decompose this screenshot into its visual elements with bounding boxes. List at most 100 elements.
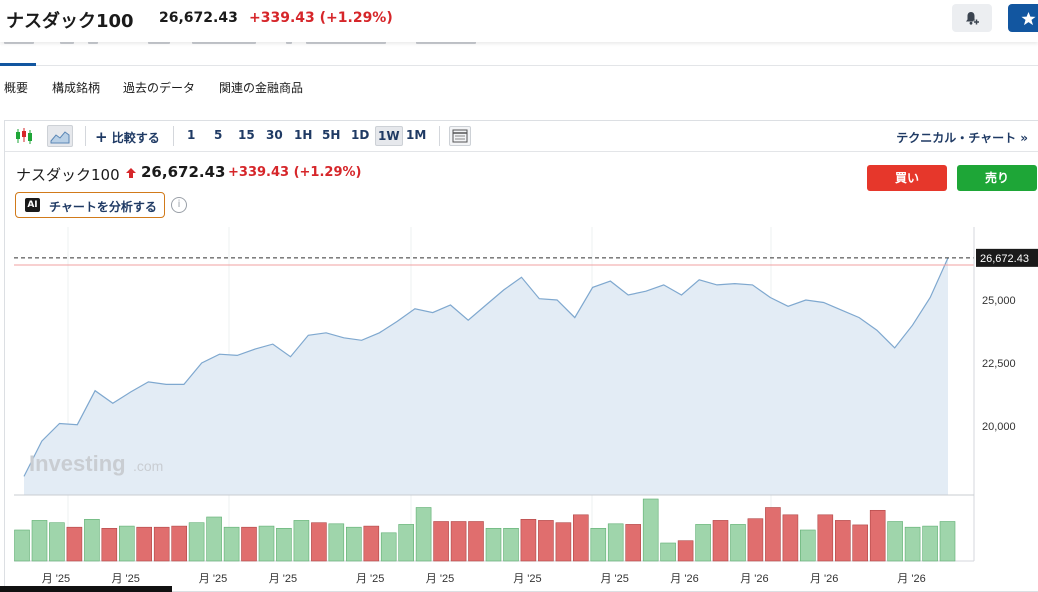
interval-30[interactable]: 30: [266, 128, 283, 142]
investing-watermark-domain: .com: [133, 458, 163, 474]
interval-1w[interactable]: 1W: [375, 126, 403, 146]
chart-change-pct: (+1.29%): [293, 165, 362, 180]
volume-bar: [171, 525, 187, 562]
volume-bar: [765, 507, 781, 562]
interval-1h[interactable]: 1H: [294, 128, 313, 142]
active-tab-indicator: [0, 63, 36, 66]
volume-bar: [345, 526, 362, 562]
y-tick-label: 22,500: [982, 358, 1016, 370]
volume-bar: [538, 520, 554, 562]
volume-bar: [311, 522, 327, 562]
buy-button[interactable]: 買い: [867, 165, 947, 191]
interval-5[interactable]: 5: [214, 128, 223, 142]
current-price-tag-label: 26,672.43: [980, 253, 1029, 265]
volume-bar: [852, 524, 869, 562]
chart-widget: + 比較する 1 5 15 30 1H 5H 1D 1W 1M テクニ: [4, 120, 1038, 592]
volume-bar: [293, 520, 310, 562]
x-tick-label: 月 '25: [42, 573, 70, 585]
price-chart[interactable]: 25,000 22,500 20,000 26,672.43 Investing .com…: [5, 121, 1038, 592]
bell-plus-icon: [966, 12, 980, 25]
volume-bar: [625, 524, 642, 562]
interval-1d[interactable]: 1D: [351, 128, 370, 142]
volume-bar: [834, 520, 851, 562]
volume-bar: [712, 520, 729, 562]
table-icon: [452, 129, 468, 143]
instrument-price: 26,672.43: [159, 10, 238, 26]
x-tick-label: 月 '26: [740, 573, 768, 585]
volume-bar: [380, 532, 397, 562]
chart-instrument-price: 26,672.43: [141, 163, 226, 181]
volume-bar: [84, 518, 100, 562]
sticky-header: ナスダック100 26,672.43 +339.43 (+1.29%): [0, 0, 1038, 42]
y-tick-label: 20,000: [982, 421, 1016, 433]
volume-bar: [503, 527, 519, 562]
star-icon: [1020, 11, 1036, 25]
volume-bar: [799, 529, 816, 562]
volume-bar: [136, 526, 152, 562]
x-tick-label: 月 '25: [112, 573, 140, 585]
chart-toolbar: + 比較する 1 5 15 30 1H 5H 1D 1W 1M テクニ: [5, 121, 1038, 152]
alert-button[interactable]: [952, 4, 992, 32]
x-tick-label: 月 '26: [670, 573, 698, 585]
volume-bar: [642, 498, 659, 562]
price-line: [23, 257, 949, 477]
volume-bar: [520, 518, 537, 562]
info-icon[interactable]: i: [171, 197, 187, 213]
plus-icon: +: [95, 128, 108, 146]
price-area: [24, 257, 948, 495]
volume-bar: [101, 527, 118, 562]
volume-bar: [119, 525, 135, 562]
volume-bar: [607, 523, 624, 562]
scrollbar[interactable]: [0, 586, 172, 592]
volume-bar: [31, 520, 48, 562]
chart-instrument-change: +339.43 (+1.29%): [228, 165, 361, 180]
volume-bar: [887, 521, 903, 562]
compare-label: 比較する: [111, 131, 160, 145]
volume-bar: [153, 526, 170, 562]
chart-instrument-name: ナスダック100: [16, 166, 120, 184]
volume-bar: [433, 521, 449, 562]
area-chart-button[interactable]: [47, 125, 73, 147]
volume-bar: [922, 525, 938, 562]
interval-1[interactable]: 1: [187, 128, 196, 142]
compare-button[interactable]: + 比較する: [95, 128, 160, 146]
volume-bar: [660, 542, 676, 562]
candlestick-icon[interactable]: [14, 127, 34, 145]
instrument-name: ナスダック100: [6, 11, 134, 32]
volume-bar: [66, 526, 83, 562]
interval-5h[interactable]: 5H: [322, 128, 341, 142]
volume-bar: [49, 522, 65, 562]
subtab-historical-data[interactable]: 過去のデータ: [123, 81, 196, 95]
sell-button[interactable]: 売り: [957, 165, 1037, 191]
volume-bar: [572, 514, 589, 562]
volume-bar: [14, 529, 30, 562]
technical-chart-link[interactable]: テクニカル・チャート »: [896, 131, 1028, 145]
volume-bar: [730, 524, 746, 562]
ai-analyze-button[interactable]: AI チャートを分析する: [15, 192, 165, 218]
volume-bar: [485, 527, 502, 562]
instrument-change: +339.43 (+1.29%): [249, 10, 393, 26]
volume-bar: [450, 521, 467, 562]
volume-bar: [747, 518, 764, 562]
up-arrow-icon: [126, 168, 136, 178]
volume-bar: [468, 521, 484, 562]
interval-1m[interactable]: 1M: [406, 128, 427, 142]
chart-change-value: +339.43: [228, 165, 290, 180]
subtab-overview[interactable]: 概要: [4, 81, 29, 95]
watchlist-button[interactable]: [1008, 4, 1038, 32]
volume-bar: [241, 526, 257, 562]
area-chart-icon: [50, 131, 70, 144]
volume-bar: [223, 526, 240, 562]
x-tick-label: 月 '25: [426, 573, 454, 585]
interval-15[interactable]: 15: [238, 128, 255, 142]
volume-bar: [869, 509, 886, 562]
current-price-tag: [976, 248, 1038, 267]
ai-badge-icon: AI: [25, 198, 40, 212]
main-tab-strip: [0, 36, 1038, 66]
subtab-related-instruments[interactable]: 関連の金融商品: [219, 81, 304, 95]
subtab-components[interactable]: 構成銘柄: [52, 81, 101, 95]
table-view-button[interactable]: [449, 126, 471, 146]
ai-analyze-label: チャートを分析する: [49, 200, 157, 214]
volume-bar: [939, 521, 956, 562]
volume-bar: [188, 522, 205, 562]
